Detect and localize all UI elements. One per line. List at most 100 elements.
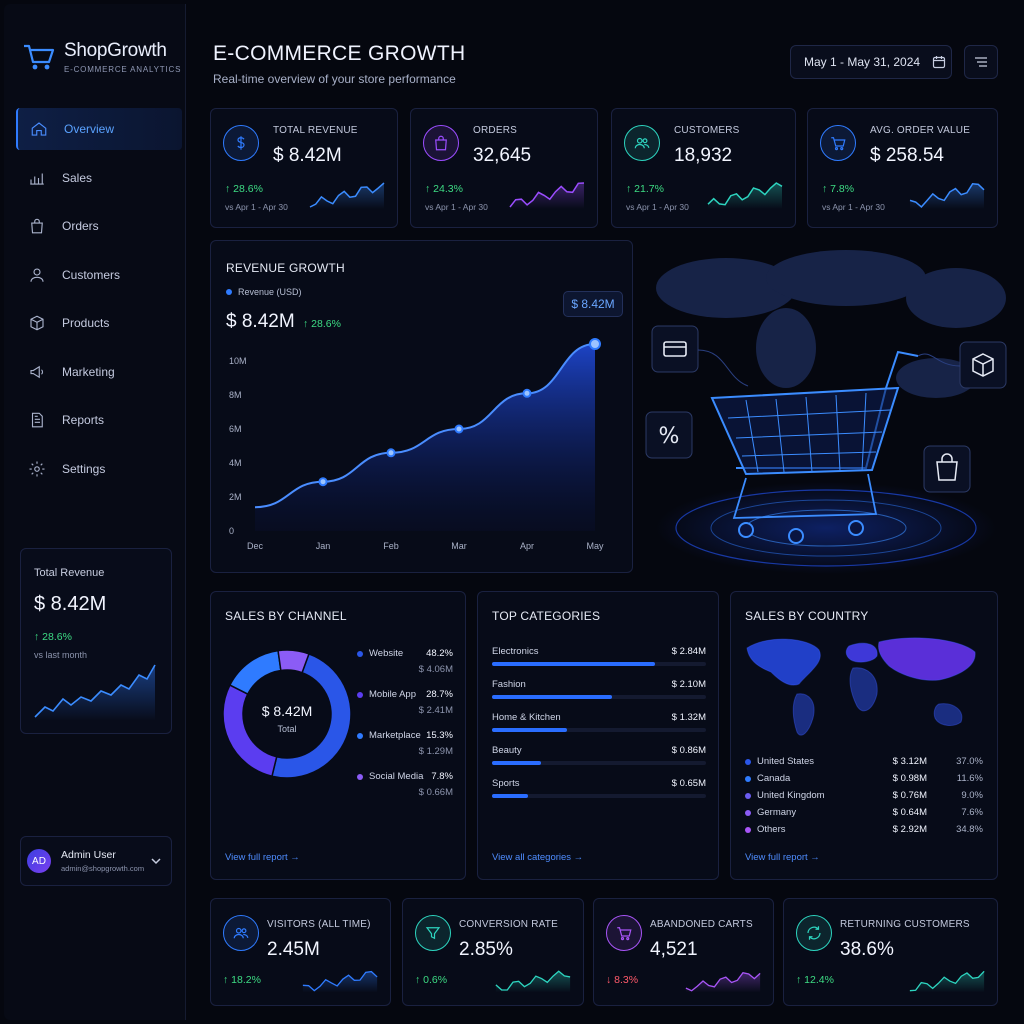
categories-title: TOP CATEGORIES [492,609,601,623]
sidebar-item-label: Overview [64,122,115,136]
y-tick-label: 0 [229,526,234,536]
donut-slice[interactable] [228,649,282,696]
x-tick-label: Feb [383,541,399,551]
sidebar-item-reports[interactable]: Reports [16,399,182,441]
document-icon [31,412,43,428]
sidebar-item-products[interactable]: Products [16,302,182,344]
date-range-picker[interactable]: May 1 - May 31, 2024 [790,45,952,79]
legend-swatch [357,732,363,739]
kpi-label: TOTAL REVENUE [273,125,358,136]
kpi-value: 38.6% [840,939,894,960]
revenue-point[interactable] [386,448,396,458]
legend-swatch [357,773,363,780]
kpi-card[interactable]: CUSTOMERS 18,932 ↑ 21.7% vs Apr 1 - Apr 30 [611,108,796,228]
box-icon [30,315,44,331]
sparkline [309,182,385,209]
kpi-card[interactable]: AVG. ORDER VALUE $ 258.54 ↑ 7.8% vs Apr 1 -… [807,108,998,228]
user-name: Admin User [61,849,116,861]
world-map [746,637,976,736]
view-all-categories-link[interactable]: View all categories → [492,852,584,863]
filter-button[interactable] [964,45,998,79]
kpi-value: 2.45M [267,939,320,960]
percent-badge: % [645,411,693,459]
link-label: View all categories [492,852,572,863]
category-name: Home & Kitchen [492,712,561,723]
kpi-delta: ↑ 21.7% [626,183,664,195]
kpi-card[interactable]: TOTAL REVENUE $ 8.42M ↑ 28.6% vs Apr 1 - Ap… [210,108,398,228]
view-full-report-link[interactable]: View full report → [225,852,300,863]
user-profile[interactable]: AD Admin User admin@shopgrowth.com [20,836,172,886]
donut-slice[interactable] [277,649,310,674]
kpi-comparison: vs Apr 1 - Apr 30 [822,202,885,212]
revenue-area [255,344,595,531]
sparkline [707,182,783,209]
bottom-kpi-card[interactable]: VISITORS (ALL TIME) 2.45M ↑ 18.2% [210,898,391,1006]
bottom-kpi-card[interactable]: RETURNING CUSTOMERS 38.6% ↑ 12.4% [783,898,998,1006]
y-tick-label: 6M [229,424,242,434]
sidebar-item-sales[interactable]: Sales [16,157,182,199]
category-value: $ 2.84M [671,646,706,657]
legend-swatch [745,758,751,765]
shopping-bag-icon [31,218,43,234]
bar-chart-icon [30,173,44,185]
y-tick-label: 2M [229,492,242,502]
category-bar-track [492,695,706,699]
sidebar-item-customers[interactable]: Customers [16,254,182,296]
cart-illustration: % [645,250,1007,574]
revenue-point[interactable] [454,424,464,434]
x-tick-label: Dec [247,541,264,551]
bottom-kpi-card[interactable]: ABANDONED CARTS 4,521 ↓ 8.3% [593,898,774,1006]
revenue-point[interactable] [589,338,601,350]
brand-logo[interactable]: ShopGrowth E-COMMERCE ANALYTICS [22,40,181,74]
kpi-delta: ↑ 18.2% [223,974,261,986]
legend-swatch [226,289,232,295]
sidebar-item-settings[interactable]: Settings [16,448,182,490]
sidebar-item-overview[interactable]: Overview [16,108,182,150]
channel-pct: 15.3% [426,730,453,741]
brand-tagline: E-COMMERCE ANALYTICS [64,65,182,74]
sidebar-item-label: Reports [62,413,105,427]
channel-name: Marketplace [369,730,421,741]
country-pct: 37.0% [956,756,983,767]
channel-value: $ 2.41M [418,705,453,716]
bottom-kpi-card[interactable]: CONVERSION RATE 2.85% ↑ 0.6% [402,898,584,1006]
legend-label: Revenue (USD) [238,287,302,297]
category-bar-track [492,728,706,732]
donut-center-value: $ 8.42M [261,703,313,719]
category-bar [492,695,612,699]
channel-value: $ 1.29M [418,746,453,757]
sidebar-item-orders[interactable]: Orders [16,205,182,247]
category-bar [492,728,567,732]
legend-swatch [745,775,751,782]
users-icon [634,137,650,149]
revenue-point[interactable] [522,388,532,398]
category-name: Beauty [492,745,522,756]
kpi-label: AVG. ORDER VALUE [870,125,971,136]
view-full-report-link[interactable]: View full report → [745,852,820,863]
kpi-icon [423,125,459,161]
category-bar-track [492,761,706,765]
x-tick-label: May [586,541,604,551]
kpi-comparison: vs Apr 1 - Apr 30 [626,202,689,212]
category-bar-track [492,662,706,666]
category-bar [492,761,542,765]
kpi-card[interactable]: ORDERS 32,645 ↑ 24.3% vs Apr 1 - Apr 30 [410,108,598,228]
legend-swatch [745,792,751,799]
category-bar-track [492,794,706,798]
top-categories-panel: TOP CATEGORIES Electronics $ 2.84M Fashion… [477,591,719,880]
side-card-vs: vs last month [34,650,88,660]
kpi-value: 2.85% [459,939,513,960]
category-value: $ 0.86M [671,745,706,756]
sidebar-item-marketing[interactable]: Marketing [16,351,182,393]
revenue-point[interactable] [318,477,328,487]
donut-slice[interactable] [271,652,352,779]
kpi-value: $ 8.42M [273,145,342,166]
kpi-delta: ↑ 12.4% [796,974,834,986]
kpi-icon [624,125,660,161]
country-name-row: Canada [745,773,790,784]
channel-donut-chart [222,649,352,779]
revenue-delta: ↑ 28.6% [303,318,341,330]
shopping-bag-badge [923,445,971,493]
chart-tooltip: $ 8.42M [563,291,623,317]
legend-swatch [745,809,751,816]
